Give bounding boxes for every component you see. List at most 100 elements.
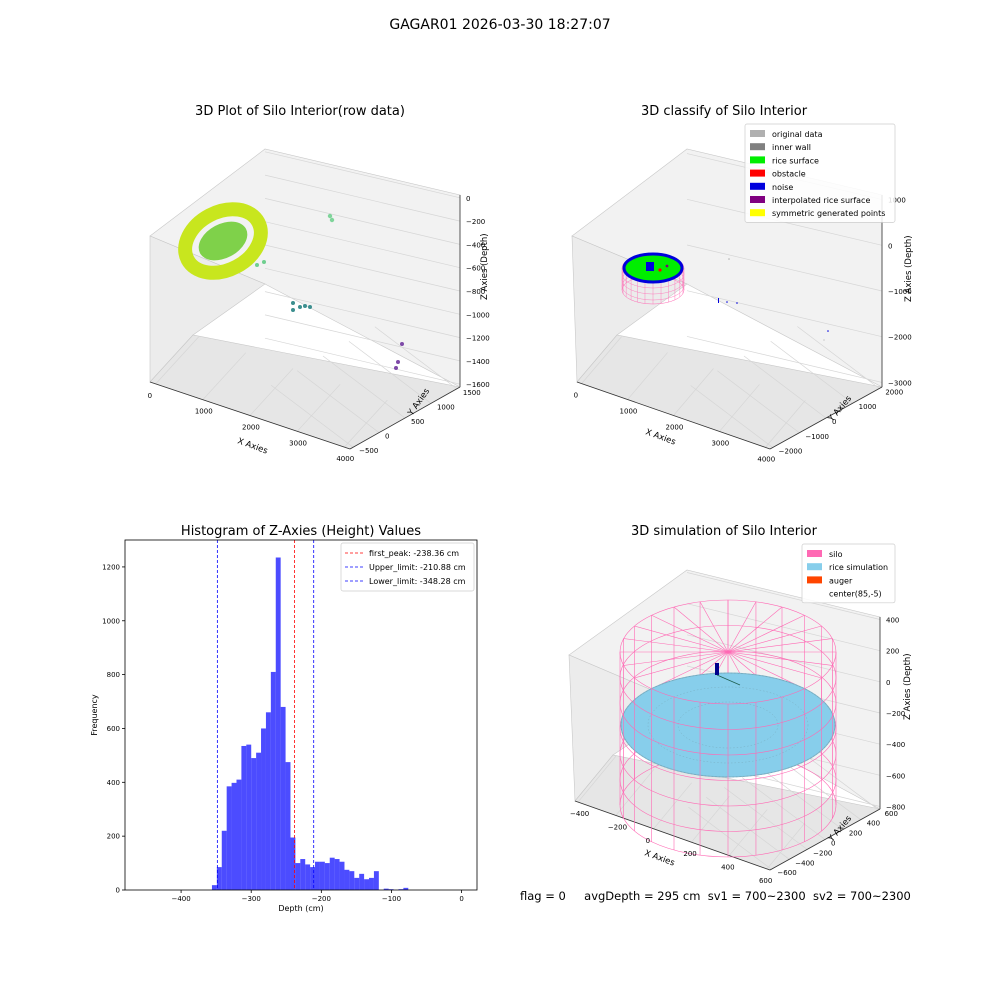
histogram-bar [388,889,394,890]
legend-swatch [750,209,765,217]
y-grid-line [777,757,861,820]
z-tick-label: −1000 [466,311,490,319]
z-grid-line [686,244,883,292]
histogram-bar [315,861,320,890]
z-grid-line [264,174,461,222]
x-grid-line [249,368,294,416]
classify-plot-title: 3D classify of Silo Interior [640,104,808,119]
status-line: flag = 0 avgDepth = 295 cm sv1 = 700~230… [520,889,911,903]
x-tick-label: −300 [242,895,261,903]
histogram-legend: first_peak: -238.36 cm Upper_limit: -210.… [340,542,475,592]
z-tick-label: −2000 [888,334,912,342]
y-tick-label: 200 [107,833,120,841]
y-grid-line [688,806,772,870]
histogram-bar [383,888,389,890]
x-tick-label: 0 [148,392,152,400]
y-tick-label: 400 [107,779,120,787]
y-grid-line [723,787,808,850]
x-grid-line [728,809,768,856]
x-tick-label: 600 [759,877,772,885]
x-grid-line [202,352,247,400]
legend-swatch [750,143,765,151]
histogram-bar [236,779,242,890]
histogram-bars [211,557,409,890]
x-tick-label: 1000 [195,408,213,416]
z-tick-label: 0 [888,242,892,250]
histogram-bar [290,837,296,890]
x-tick-label: −100 [382,895,401,903]
histogram-bar [319,861,325,890]
raw-point-cloud [178,202,404,370]
x-grid-line [691,795,730,843]
y-tick-label: −1000 [805,433,829,441]
z-tick-label: −1400 [466,358,490,366]
histogram-bar [216,867,222,890]
z-tick-label: −1000 [888,288,912,296]
legend-swatch [807,563,822,571]
histogram-xlabel: Depth (cm) [278,904,323,913]
y-tick-label: 1000 [102,617,120,625]
legend-frame [340,542,475,592]
histogram-bar [246,744,252,890]
histogram-bar [359,873,365,890]
histogram-bar [211,885,217,890]
legend-label: original data [772,130,823,139]
status-flag: flag = 0 [520,889,566,903]
legend-label: rice surface [772,156,819,165]
legend-label: obstacle [772,170,806,179]
histogram-bar [354,877,360,890]
z-grid-line [264,151,461,199]
y-tick-label: −200 [813,849,832,857]
y-tick-label: 800 [107,671,120,679]
z-grid-line [686,290,883,338]
histogram-bar [261,728,266,890]
legend-label: rice simulation [829,563,888,572]
y-tick-label: 1500 [463,389,481,397]
y-tick-label: 600 [107,725,120,733]
legend-frame [744,123,896,223]
y-grid-line [296,370,380,433]
histogram-bar [373,871,379,890]
x-tick-label: 0 [459,895,463,903]
y-grid-line [690,385,773,448]
y-grid-line [270,384,354,448]
x-tick-label: 4000 [336,455,354,463]
classify-point-cloud [621,252,829,341]
z-tick-label: −1200 [466,335,490,343]
histogram-bar [270,671,276,890]
z-tick-label: −800 [466,288,485,296]
histogram-bar [339,861,345,890]
legend-label: interpolated rice surface [772,196,870,205]
histogram-reference-lines [216,540,315,890]
histogram-bar [221,830,227,890]
x-tick-label: 2000 [242,424,260,432]
z-grid-line [264,291,461,338]
status-sv2: sv2 = 700~2300 [812,889,911,903]
z-tick-label: −400 [466,241,485,249]
x-tick-label: −200 [608,823,627,831]
simulation-auger [715,663,741,686]
histogram-bar [280,706,286,890]
z-tick-label: 1000 [888,197,906,205]
legend-frame [801,543,896,604]
histogram-bar [256,752,262,890]
y-tick-label: 500 [411,418,424,426]
classify-tick-labels: 01000200030004000−2000−1000010002000−300… [574,197,912,464]
histogram-bar [241,745,247,890]
status-sv1: sv1 = 700~2300 [707,889,806,903]
histogram-bar [265,712,271,890]
y-tick-label: 1200 [102,563,120,571]
raw-silo-inner [198,221,248,261]
y-tick-label: −600 [777,869,796,877]
histogram-bar [369,877,374,890]
histogram-bar [226,786,232,890]
y-grid-line [706,797,790,860]
y-grid-line [348,341,432,404]
legend-label: auger [829,576,853,585]
y-tick-label: −500 [359,447,378,455]
figure-title: GAGAR01 2026-03-30 18:27:07 [389,17,611,33]
